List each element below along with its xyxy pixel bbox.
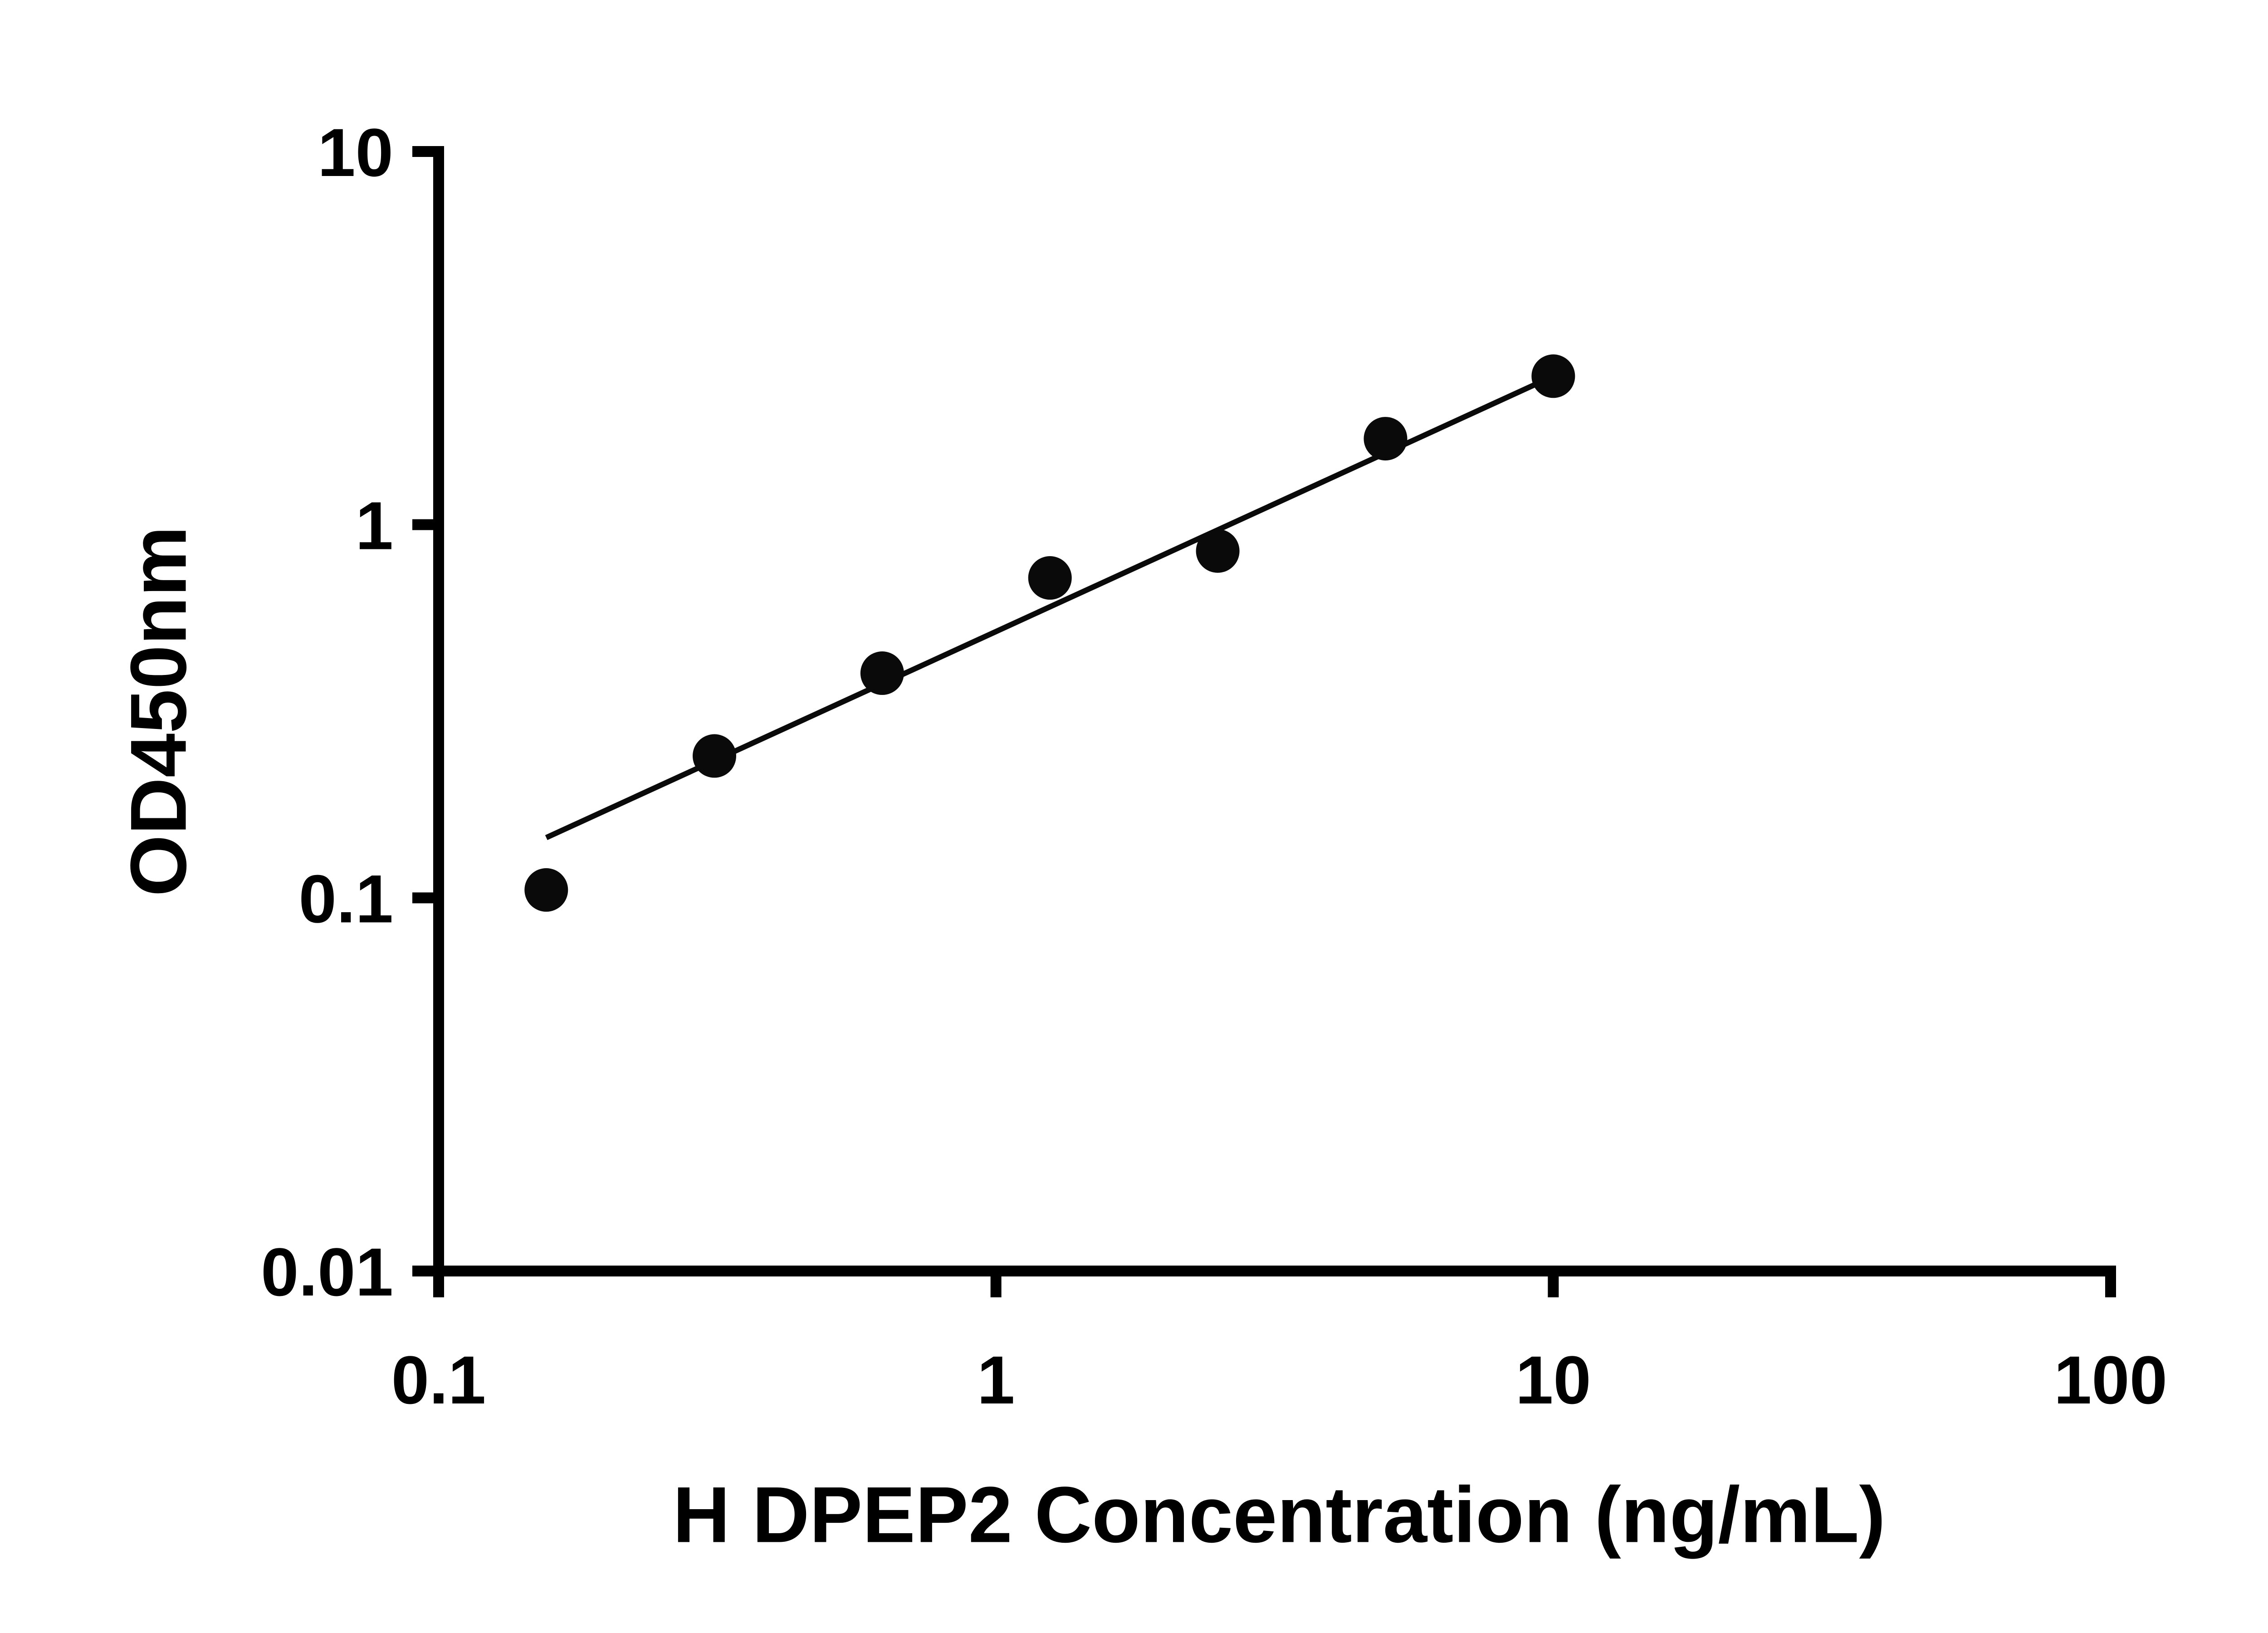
- y-tick-label: 1: [356, 488, 393, 564]
- data-point: [1028, 556, 1072, 600]
- data-point: [1196, 529, 1240, 573]
- y-tick-label: 0.1: [298, 861, 393, 937]
- data-point: [1531, 354, 1575, 398]
- x-tick-label: 100: [2054, 1342, 2167, 1418]
- data-point: [693, 734, 737, 778]
- x-axis-title: H DPEP2 Concentration (ng/mL): [673, 1471, 1886, 1560]
- y-tick-label: 0.01: [261, 1234, 393, 1310]
- axes-spine: [433, 146, 2116, 1276]
- data-point: [860, 651, 904, 695]
- data-point: [1364, 417, 1408, 461]
- data-point: [524, 868, 568, 912]
- x-tick-label: 10: [1515, 1342, 1591, 1418]
- x-tick-label: 1: [977, 1342, 1015, 1418]
- y-tick-label: 10: [318, 114, 393, 191]
- y-axis-title: OD450nm: [114, 526, 203, 897]
- x-tick-label: 0.1: [391, 1342, 486, 1418]
